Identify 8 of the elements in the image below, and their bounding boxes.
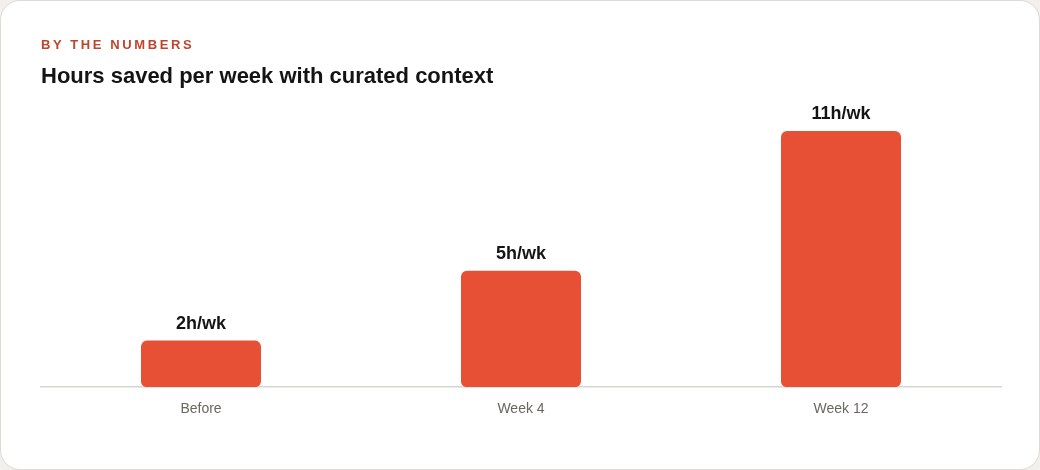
x-tick-label: Week 12 <box>813 400 869 417</box>
x-tick-label: Before <box>180 400 222 417</box>
chart-subtitle: BY THE NUMBERS <box>41 37 195 53</box>
data-label: 2h/wk <box>175 312 227 333</box>
data-label: 11h/wk <box>811 103 872 123</box>
x-tick-label: Week 4 <box>497 400 545 417</box>
data-label: 5h/wk <box>495 242 547 263</box>
chart-title: Hours saved per week with curated context <box>41 62 494 90</box>
